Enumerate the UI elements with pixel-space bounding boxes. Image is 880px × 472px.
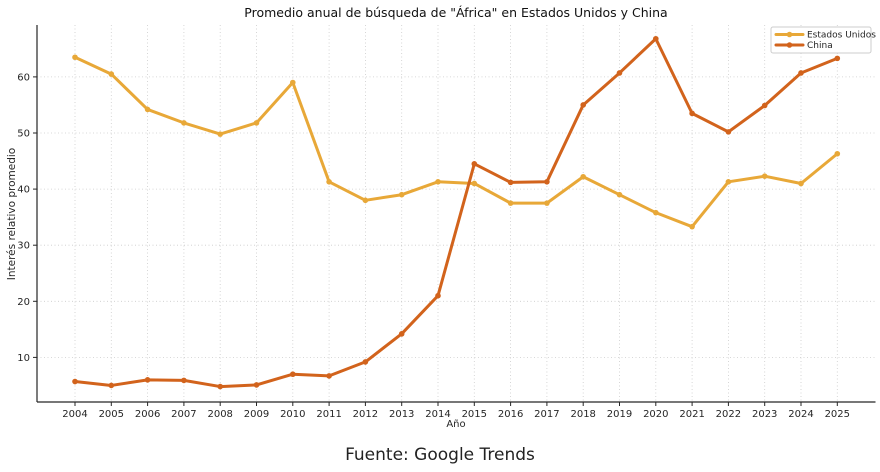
data-point-china bbox=[616, 70, 623, 76]
data-point-china bbox=[544, 179, 550, 185]
y-tick-label: 10 bbox=[17, 353, 30, 364]
y-tick-label: 40 bbox=[17, 185, 30, 196]
x-tick-label: 2014 bbox=[425, 409, 450, 420]
data-point-china bbox=[798, 70, 804, 76]
x-tick-label: 2012 bbox=[353, 409, 378, 420]
x-tick-label: 2004 bbox=[62, 409, 87, 420]
data-point-estados-unidos bbox=[834, 150, 841, 157]
chart-title: Promedio anual de búsqueda de "África" e… bbox=[244, 5, 667, 20]
x-tick-label: 2020 bbox=[643, 409, 668, 420]
data-point-estados-unidos bbox=[725, 179, 732, 185]
series-estados-unidos bbox=[72, 54, 841, 230]
data-point-estados-unidos bbox=[181, 120, 187, 126]
y-tick-label: 50 bbox=[17, 128, 30, 139]
legend-marker bbox=[786, 31, 793, 38]
data-point-estados-unidos bbox=[761, 173, 768, 179]
x-tick-label: 2015 bbox=[462, 409, 487, 420]
series-line-china bbox=[73, 37, 839, 389]
gridlines bbox=[37, 25, 876, 402]
data-point-china bbox=[435, 292, 441, 299]
data-point-china bbox=[326, 373, 332, 379]
x-tick-label: 2006 bbox=[135, 409, 160, 420]
data-point-estados-unidos bbox=[798, 180, 804, 187]
x-tick-label: 2023 bbox=[752, 409, 777, 420]
data-point-estados-unidos bbox=[253, 120, 260, 126]
data-point-china bbox=[761, 102, 768, 109]
data-point-china bbox=[725, 129, 732, 135]
x-tick-label: 2016 bbox=[498, 409, 523, 420]
data-point-estados-unidos bbox=[398, 191, 405, 198]
data-point-estados-unidos bbox=[689, 223, 695, 230]
axes: 10 20 30 40 50 60 2004 2005 2006 2007 2008 2009 2010… bbox=[17, 25, 876, 420]
data-point-estados-unidos bbox=[290, 79, 296, 86]
x-tick-label: 2025 bbox=[825, 409, 850, 420]
data-point-china bbox=[580, 102, 586, 108]
x-tick-label: 2018 bbox=[570, 409, 595, 420]
data-point-estados-unidos bbox=[435, 179, 441, 185]
legend-marker bbox=[786, 42, 793, 48]
y-axis-title: Interés relativo promedio bbox=[6, 148, 18, 280]
data-point-estados-unidos bbox=[580, 173, 586, 180]
data-point-estados-unidos bbox=[217, 131, 223, 137]
data-point-china bbox=[290, 371, 296, 378]
data-point-estados-unidos bbox=[326, 179, 332, 185]
source-caption: Fuente: Google Trends bbox=[345, 445, 535, 465]
series-line-estados-unidos bbox=[73, 55, 839, 229]
data-point-estados-unidos bbox=[72, 54, 78, 61]
data-series bbox=[72, 35, 841, 390]
data-point-china bbox=[144, 377, 151, 383]
x-tick-label: 2010 bbox=[280, 409, 305, 420]
data-point-estados-unidos bbox=[362, 197, 369, 204]
x-tick-label: 2007 bbox=[171, 409, 196, 420]
x-tick-label: 2017 bbox=[534, 409, 559, 420]
data-point-china bbox=[471, 161, 478, 167]
x-tick-label: 2013 bbox=[389, 409, 414, 420]
data-point-china bbox=[217, 383, 223, 390]
y-tick-label: 30 bbox=[17, 241, 30, 252]
data-point-estados-unidos bbox=[507, 200, 514, 206]
series-china bbox=[72, 35, 841, 390]
data-point-estados-unidos bbox=[616, 191, 623, 198]
x-tick-label: 2022 bbox=[716, 409, 741, 420]
legend-label: Estados Unidos bbox=[807, 31, 876, 41]
y-tick-label: 20 bbox=[17, 297, 30, 308]
x-tick-label: 2024 bbox=[788, 409, 813, 420]
x-tick-label: 2005 bbox=[99, 409, 124, 420]
data-point-estados-unidos bbox=[544, 200, 550, 206]
data-point-china bbox=[72, 378, 78, 385]
x-axis-title: Año bbox=[446, 419, 465, 430]
x-tick-label: 2011 bbox=[316, 409, 341, 420]
x-tick-label: 2021 bbox=[679, 409, 704, 420]
legend-label: China bbox=[807, 41, 833, 51]
data-point-china bbox=[834, 55, 841, 62]
data-point-china bbox=[507, 179, 514, 186]
data-point-china bbox=[253, 382, 260, 388]
x-tick-label: 2019 bbox=[607, 409, 632, 420]
data-point-china bbox=[653, 35, 659, 42]
y-tick-label: 60 bbox=[17, 72, 30, 83]
data-point-china bbox=[398, 331, 405, 337]
data-point-estados-unidos bbox=[471, 180, 478, 187]
x-tick-label: 2008 bbox=[207, 409, 232, 420]
data-point-china bbox=[362, 359, 369, 365]
data-point-china bbox=[181, 377, 187, 384]
data-point-china bbox=[108, 382, 115, 389]
data-point-china bbox=[689, 110, 695, 117]
data-point-estados-unidos bbox=[108, 71, 115, 77]
x-tick-label: 2009 bbox=[244, 409, 269, 420]
data-point-estados-unidos bbox=[144, 106, 151, 113]
data-point-estados-unidos bbox=[653, 209, 659, 216]
